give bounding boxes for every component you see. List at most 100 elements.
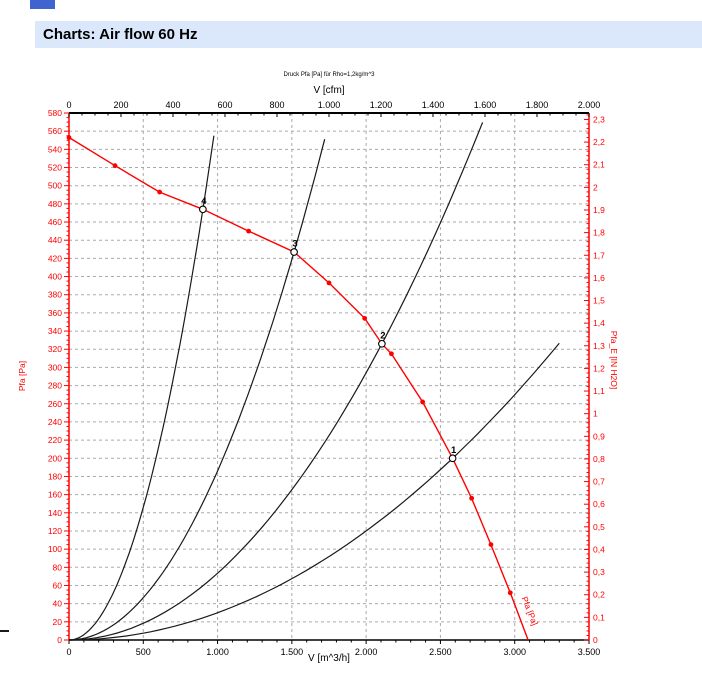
grid-lines <box>69 113 589 640</box>
left-tick-label: 120 <box>48 526 62 536</box>
right-tick-label: 1 <box>593 409 598 419</box>
right-tick-label: 1,6 <box>593 273 605 283</box>
operating-point-marker <box>199 205 207 214</box>
left-tick-label: 580 <box>48 108 62 118</box>
left-tick-label: 380 <box>48 290 62 300</box>
operating-point-label: 2 <box>380 330 385 341</box>
left-tick-label: 400 <box>48 272 62 282</box>
right-tick-label: 0,4 <box>593 544 605 554</box>
left-tick-label: 320 <box>48 344 62 354</box>
top-tick-label: 1.000 <box>318 100 341 110</box>
left-axis: 0 20 40 60 80 100 120 140 160 180 200 220 240 260 280 3… <box>48 108 69 645</box>
fan-curve-marker <box>112 163 118 169</box>
right-tick-label: 0,2 <box>593 590 605 600</box>
bottom-tick-label: 2.000 <box>355 647 378 657</box>
operating-point-3: 3 <box>290 239 298 256</box>
right-axis-title: Pfa_E [IN H2O] <box>609 331 619 390</box>
left-axis-title: Pfa [Pa] <box>17 361 27 391</box>
bottom-tick-label: 3.000 <box>503 647 526 657</box>
operating-point-2: 2 <box>378 330 386 348</box>
left-tick-label: 240 <box>48 417 62 427</box>
bottom-tick-label: 1.500 <box>281 647 304 657</box>
right-tick-label: 2,3 <box>593 114 605 124</box>
fan-curve-marker <box>326 280 332 286</box>
fan-curve-marker <box>389 351 394 357</box>
left-tick-label: 340 <box>48 326 62 336</box>
operating-point-1: 1 <box>448 445 457 463</box>
operating-point-marker <box>290 248 298 256</box>
right-tick-label: 0,8 <box>593 454 605 464</box>
left-tick-label: 560 <box>48 126 62 136</box>
fan-curve-marker <box>488 542 494 547</box>
right-tick-label: 1,1 <box>593 386 605 396</box>
axis-titles: Druck Pfa [Pa] für Rho=1,2kg/m^3 V [cfm] V… <box>17 72 619 664</box>
system-curve-path <box>68 122 484 641</box>
bottom-tick-label: 0 <box>66 647 71 657</box>
system-curve-2 <box>68 122 484 641</box>
left-tick-label: 440 <box>48 235 62 245</box>
system-curve-path <box>68 135 215 641</box>
left-tick-label: 540 <box>48 144 62 154</box>
fan-curve: Pfa [Pa] <box>66 135 540 641</box>
left-tick-label: 60 <box>53 580 63 590</box>
left-tick-label: 360 <box>48 308 62 318</box>
fan-curve-marker <box>507 590 513 596</box>
right-tick-label: 2 <box>593 182 598 192</box>
right-tick-label: 2,1 <box>593 160 605 170</box>
top-tick-label: 2.000 <box>578 100 601 110</box>
left-tick-label: 140 <box>48 508 62 518</box>
right-tick-label: 1,9 <box>593 205 605 215</box>
right-tick-label: 0,9 <box>593 431 605 441</box>
bottom-axis-title: V [m^3/h] <box>308 653 350 664</box>
fan-curve-marker <box>157 189 163 195</box>
top-tick-label: 1.800 <box>526 100 549 110</box>
right-tick-label: 0,1 <box>593 612 605 622</box>
fan-curve-label: Pfa [Pa] <box>519 595 540 627</box>
top-tick-label: 0 <box>66 100 71 110</box>
right-tick-label: 1,2 <box>593 363 605 373</box>
left-tick-label: 80 <box>53 562 63 572</box>
bottom-axis: 0 500 1.000 1.500 2.000 2.500 3.000 3.500 <box>66 640 600 657</box>
right-tick-label: 1,8 <box>593 228 605 238</box>
system-curve-3 <box>68 139 326 641</box>
left-tick-label: 520 <box>48 163 62 173</box>
fan-curve-marker <box>469 495 475 501</box>
axes <box>68 112 590 641</box>
operating-point-marker <box>448 454 457 463</box>
left-tick-label: 100 <box>48 544 62 554</box>
top-tick-label: 1.400 <box>422 100 445 110</box>
fan-curve-marker <box>420 399 425 405</box>
bottom-tick-label: 1.000 <box>206 647 229 657</box>
fan-curve-marker <box>246 228 252 234</box>
left-tick-label: 420 <box>48 253 62 263</box>
operating-point-label: 1 <box>451 445 457 456</box>
top-tick-label: 1.200 <box>370 100 393 110</box>
left-tick-label: 220 <box>48 435 62 445</box>
left-tick-label: 300 <box>48 362 62 372</box>
top-axis-title: V [cfm] <box>313 85 344 96</box>
window-accent-mark <box>30 0 55 9</box>
top-axis: 0 200 400 600 800 1.000 1.200 1.400 1.600 1.800 2.… <box>66 100 600 117</box>
left-tick-label: 20 <box>53 617 63 627</box>
right-tick-label: 1,7 <box>593 250 605 260</box>
system-curve-path <box>68 139 326 641</box>
top-tick-label: 800 <box>269 100 284 110</box>
left-tick-label: 280 <box>48 381 62 391</box>
bottom-tick-label: 2.500 <box>429 647 452 657</box>
right-tick-label: 0 <box>593 635 598 645</box>
operating-point-label: 3 <box>292 239 297 250</box>
fan-curve-marker <box>362 315 368 321</box>
top-tick-label: 1.600 <box>474 100 497 110</box>
left-tick-label: 500 <box>48 181 62 191</box>
system-curve-path <box>68 342 560 641</box>
right-tick-label: 0,5 <box>593 522 605 532</box>
top-tick-label: 600 <box>217 100 232 110</box>
operating-point-marker <box>378 339 386 348</box>
left-tick-label: 200 <box>48 453 62 463</box>
section-header: Charts: Air flow 60 Hz <box>35 21 702 48</box>
fan-curve-marker <box>66 135 72 140</box>
bottom-tick-label: 3.500 <box>578 647 601 657</box>
operating-point-label: 4 <box>201 196 207 207</box>
right-tick-label: 0,6 <box>593 499 605 509</box>
